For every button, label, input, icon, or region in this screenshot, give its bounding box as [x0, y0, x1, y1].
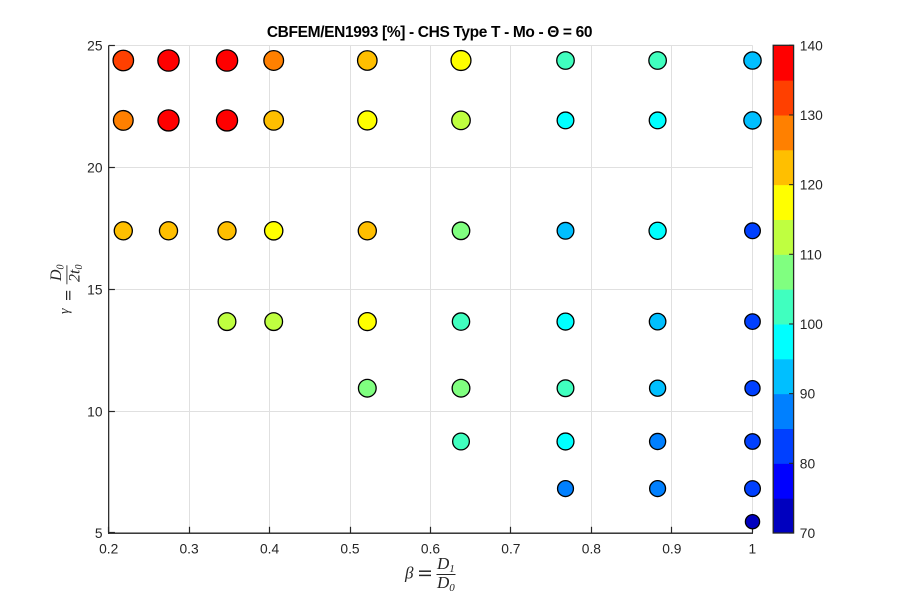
svg-text:110: 110 — [800, 247, 822, 262]
svg-text:120: 120 — [800, 178, 823, 193]
svg-text:70: 70 — [800, 526, 816, 541]
svg-text:0.8: 0.8 — [582, 541, 602, 556]
svg-text:β: β — [404, 564, 414, 583]
svg-text:80: 80 — [800, 456, 816, 471]
svg-text:CBFEM/EN1993 [%] - CHS Type T: CBFEM/EN1993 [%] - CHS Type T - Mo - Θ =… — [267, 24, 592, 41]
svg-text:0.5: 0.5 — [340, 541, 360, 556]
svg-text:1: 1 — [748, 541, 756, 556]
svg-text:10: 10 — [87, 404, 103, 419]
svg-text:130: 130 — [800, 108, 823, 123]
svg-text:0.6: 0.6 — [421, 541, 441, 556]
svg-text:0.9: 0.9 — [662, 541, 682, 556]
svg-text:5: 5 — [95, 526, 103, 541]
svg-text:140: 140 — [800, 38, 823, 53]
svg-text:0.7: 0.7 — [501, 541, 520, 556]
svg-text:15: 15 — [87, 282, 103, 297]
svg-text:0.3: 0.3 — [180, 541, 200, 556]
svg-text:25: 25 — [87, 39, 103, 54]
svg-text:0.4: 0.4 — [260, 541, 280, 556]
svg-text:20: 20 — [87, 160, 103, 175]
svg-text:100: 100 — [800, 317, 823, 332]
svg-text:0.2: 0.2 — [99, 541, 118, 556]
svg-text:90: 90 — [800, 387, 816, 402]
svg-text:γ: γ — [58, 308, 73, 314]
